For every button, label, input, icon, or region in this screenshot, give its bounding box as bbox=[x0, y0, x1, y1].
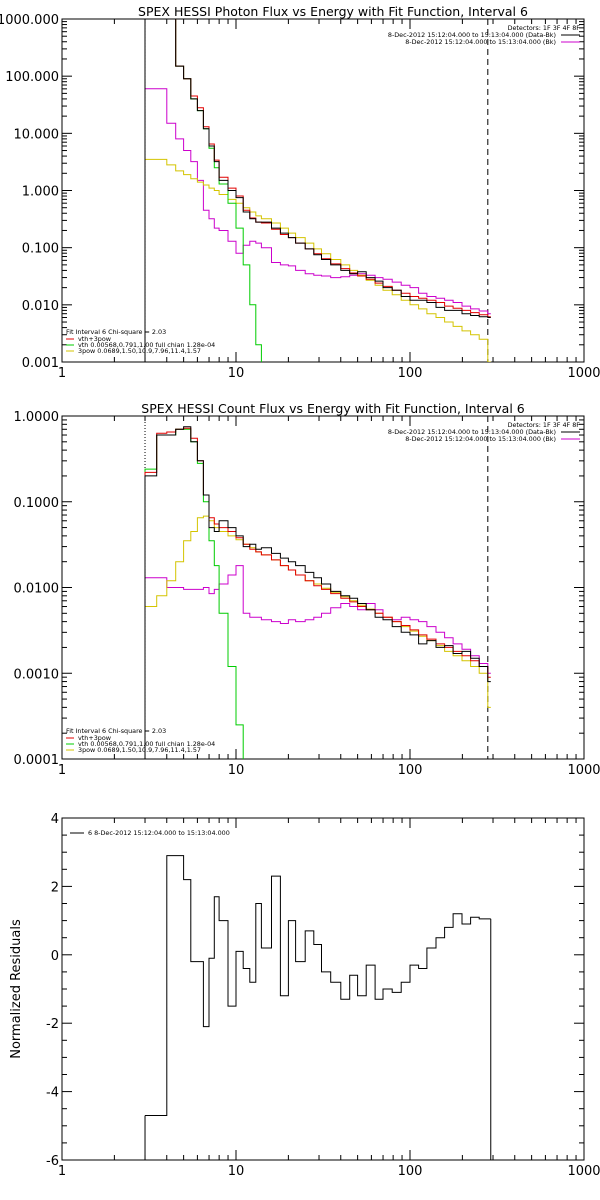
fit-legend-entry-total: vth+3pow bbox=[78, 335, 111, 343]
data-bk-series bbox=[144, 19, 491, 362]
legend-entry-data-bk: 8-Dec-2012 15:12:04.000 to 15:13:04.000 … bbox=[388, 31, 556, 39]
x-tick-label: 1000 bbox=[567, 763, 600, 778]
legend-entry-data-bk: 8-Dec-2012 15:12:04.000 to 15:13:04.000 … bbox=[388, 428, 556, 436]
residuals-ticks: 1 10 100 1000 -6 -4 -2 0 2 4 bbox=[46, 812, 600, 1179]
residuals-legend: 6 8-Dec-2012 15:12:04.000 to 15:13:04.00… bbox=[70, 829, 230, 837]
legend-entry-bk: 8-Dec-2012 15:12:04.000 to 15:13:04.000 … bbox=[405, 38, 556, 46]
y-tick-label: 4 bbox=[51, 812, 59, 827]
x-tick-label: 100 bbox=[398, 366, 423, 381]
fit-legend-entry-3pow: 3pow 0.0689,1.50,10.9,7.96,11.4,1.57 bbox=[78, 746, 201, 754]
photon-flux-series bbox=[144, 19, 491, 362]
y-tick-label: 0.1000 bbox=[14, 496, 60, 511]
fit-legend-entry-vth: vth 0.00568,0.791,1.00 full chian 1.28e-… bbox=[78, 341, 215, 349]
y-tick-label: 0.100 bbox=[22, 242, 59, 257]
y-tick-label: 1000.000 bbox=[0, 13, 59, 28]
y-tick-label: 0.0010 bbox=[14, 667, 60, 682]
legend-heading: Detectors: 1F 3F 4F 8F bbox=[508, 421, 581, 429]
fit-legend-entry-vth: vth 0.00568,0.791,1.00 full chian 1.28e-… bbox=[78, 740, 215, 748]
x-tick-label: 1 bbox=[58, 366, 66, 381]
y-tick-label: -6 bbox=[46, 1154, 59, 1169]
y-tick-label: 10.000 bbox=[14, 127, 60, 142]
y-tick-label: -2 bbox=[46, 1017, 59, 1032]
count-flux-plot-frame bbox=[61, 415, 585, 760]
y-tick-label: 0.0100 bbox=[14, 582, 60, 597]
y-tick-label: -4 bbox=[46, 1086, 59, 1101]
x-tick-label: 100 bbox=[398, 763, 423, 778]
count-flux-reference-lines bbox=[144, 416, 489, 759]
photon-flux-plot-frame bbox=[61, 18, 585, 363]
x-tick-label: 10 bbox=[228, 1164, 245, 1179]
fit-3pow-series bbox=[144, 158, 491, 362]
y-tick-label: 0.010 bbox=[22, 299, 59, 314]
legend-entry-bk: 8-Dec-2012 15:12:04.000 to 15:13:04.000 … bbox=[405, 435, 556, 443]
x-tick-label: 1 bbox=[58, 763, 66, 778]
fit-legend-entry-3pow: 3pow 0.0689,1.50,10.9,7.96,11.4,1.57 bbox=[78, 347, 201, 355]
photon-flux-legend-top: Detectors: 1F 3F 4F 8F 8-Dec-2012 15:12:… bbox=[388, 24, 580, 46]
x-tick-label: 10 bbox=[228, 763, 245, 778]
background-series bbox=[144, 565, 491, 759]
y-tick-label: 100.000 bbox=[5, 70, 59, 85]
y-tick-label: 1.0000 bbox=[14, 410, 60, 425]
series-group bbox=[144, 426, 491, 759]
x-tick-label: 100 bbox=[398, 1164, 423, 1179]
count-flux-title: SPEX HESSI Count Flux vs Energy with Fit… bbox=[141, 401, 524, 416]
residuals-series bbox=[144, 855, 492, 1160]
photon-flux-ticks: 1 10 100 1000 0.001 0.010 0.100 1.000 10.000 100.… bbox=[0, 13, 600, 381]
count-flux-series bbox=[144, 426, 491, 759]
fit-legend-entry-total: vth+3pow bbox=[78, 734, 111, 742]
y-tick-label: 0.001 bbox=[22, 356, 59, 371]
x-tick-label: 1000 bbox=[567, 1164, 600, 1179]
photon-flux-title: SPEX HESSI Photon Flux vs Energy with Fi… bbox=[138, 4, 528, 19]
count-flux-legend-bottom: Fit Interval 6 Chi-square = 2.03 vth+3po… bbox=[66, 727, 215, 754]
photon-flux-reference-lines bbox=[144, 19, 489, 362]
x-tick-label: 1000 bbox=[567, 366, 600, 381]
x-tick-label: 1 bbox=[58, 1164, 66, 1179]
residuals-series bbox=[145, 855, 491, 1116]
count-flux-panel: SPEX HESSI Count Flux vs Energy with Fit… bbox=[14, 401, 600, 778]
photon-flux-panel: SPEX HESSI Photon Flux vs Energy with Fi… bbox=[0, 4, 600, 381]
y-tick-label: 1.000 bbox=[22, 185, 59, 200]
background-series bbox=[144, 88, 491, 362]
y-tick-label: 2 bbox=[51, 880, 59, 895]
series-group bbox=[144, 855, 492, 1160]
y-tick-label: 0.0001 bbox=[14, 753, 60, 768]
photon-flux-legend-bottom: Fit Interval 6 Chi-square = 2.03 vth+3po… bbox=[66, 328, 215, 355]
residuals-plot-frame bbox=[61, 817, 585, 1161]
x-tick-label: 10 bbox=[228, 366, 245, 381]
series-group bbox=[144, 19, 491, 362]
y-tick-label: 0 bbox=[51, 949, 59, 964]
count-flux-legend-top: Detectors: 1F 3F 4F 8F 8-Dec-2012 15:12:… bbox=[388, 421, 580, 443]
count-flux-ticks: 1 10 100 1000 0.0001 0.0010 0.0100 0.1000 1.0000 bbox=[14, 410, 600, 778]
residuals-panel: Normalized Residuals 1 10 100 1000 -6 -4 -2 0 2 4… bbox=[9, 812, 600, 1179]
fit-legend-heading: Fit Interval 6 Chi-square = 2.03 bbox=[66, 727, 166, 735]
residuals-legend-entry: 6 8-Dec-2012 15:12:04.000 to 15:13:04.00… bbox=[88, 829, 230, 837]
fit-3pow-series bbox=[144, 515, 491, 759]
residuals-y-axis-label: Normalized Residuals bbox=[9, 919, 24, 1059]
data-bk-series bbox=[144, 426, 491, 759]
fit-legend-heading: Fit Interval 6 Chi-square = 2.03 bbox=[66, 328, 166, 336]
legend-heading: Detectors: 1F 3F 4F 8F bbox=[508, 24, 581, 32]
